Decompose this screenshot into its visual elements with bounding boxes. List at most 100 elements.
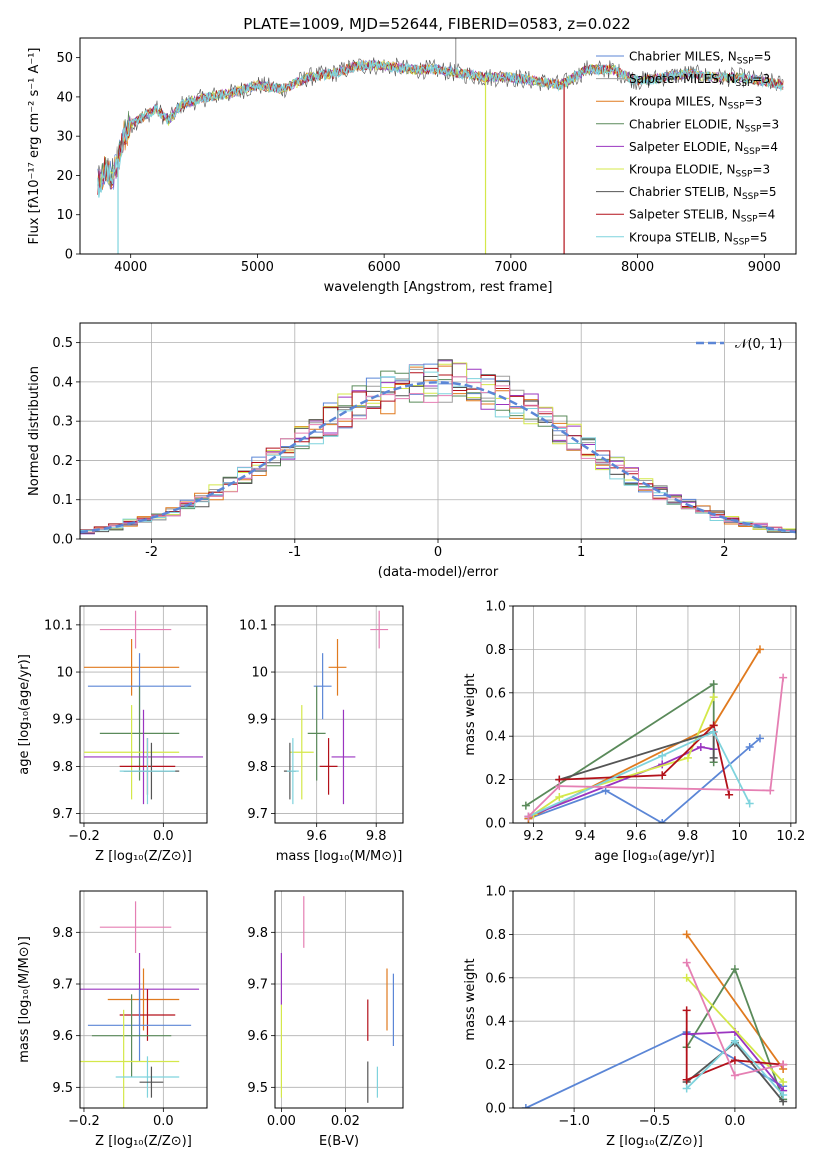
weight-marker	[745, 799, 754, 808]
weight-marker	[682, 1084, 691, 1093]
axes-frame	[512, 605, 797, 824]
weight-marker	[682, 973, 691, 982]
weight-marker	[779, 1090, 788, 1099]
weight-marker	[755, 645, 764, 654]
y-tick-label: 0	[65, 248, 73, 263]
x-axis-label: age [log₁₀(age/yr)]	[594, 849, 715, 864]
gaussian-curve	[80, 381, 796, 534]
y-axis-label: mass [log₁₀(M/M⊙)]	[17, 936, 32, 1063]
axes-frame	[79, 322, 797, 540]
y-axis-label: Normed distribution	[27, 366, 42, 496]
histogram-series-kroupa_stelib	[80, 364, 796, 532]
x-axis-label: E(B-V)	[319, 1134, 359, 1149]
weight-marker	[730, 1071, 739, 1080]
weight-marker	[682, 1075, 691, 1084]
x-tick-label: −0.2	[68, 1114, 100, 1129]
y-tick-label: 10	[56, 666, 73, 681]
weight-line-kroupa_miles	[685, 933, 784, 1070]
legend: Chabrier MILES, NSSP=5 Salpeter MILES, NS…	[596, 50, 779, 247]
y-tick-label: 0.0	[485, 1102, 506, 1117]
y-tick-label: 9.7	[247, 807, 268, 822]
y-tick-label: 9.8	[52, 760, 73, 775]
weight-marker	[682, 930, 691, 939]
x-tick-label: 5000	[241, 260, 274, 275]
x-tick-label: −0.5	[639, 1114, 671, 1129]
y-tick-label: 9.8	[247, 926, 268, 941]
weight-marker	[709, 680, 718, 689]
y-tick-label: 1.0	[485, 600, 506, 615]
weight-marker	[658, 751, 667, 760]
weight-marker	[745, 743, 754, 752]
plot-area	[521, 645, 788, 823]
weight-marker	[730, 1056, 739, 1065]
axes-frame	[79, 890, 208, 1109]
x-axis-label: Z [log₁₀(Z/Z⊙)]	[95, 849, 192, 864]
axes-age_vs_mass: 9.6 9.8 9.7 9.8 9.9 10 10.1 mass [log₁₀(M/M⊙)]	[239, 605, 404, 864]
x-tick-label: 8000	[621, 260, 654, 275]
y-tick-label: 10	[56, 208, 73, 223]
x-tick-label: −0.2	[68, 829, 100, 844]
weight-marker	[682, 1006, 691, 1015]
x-axis-label: wavelength [Angstrom, rest frame]	[324, 280, 553, 295]
y-axis-label: mass weight	[463, 673, 478, 755]
weight-marker	[725, 790, 734, 799]
weight-line-pink	[527, 677, 784, 818]
weight-marker	[524, 812, 533, 821]
x-tick-label: 9.6	[306, 829, 327, 844]
axes-frame	[274, 605, 404, 824]
weight-marker	[730, 965, 739, 974]
plot-area	[83, 610, 204, 805]
y-tick-label: 9.5	[247, 1081, 268, 1096]
legend-label: Salpeter STELIB, NSSP=4	[629, 208, 775, 225]
x-tick-label: 6000	[368, 260, 401, 275]
weight-marker	[521, 1104, 530, 1108]
y-tick-label: 10.1	[239, 618, 268, 633]
weight-marker	[779, 1060, 788, 1069]
y-tick-label: 0.8	[485, 643, 506, 658]
y-tick-label: 10	[251, 666, 268, 681]
legend-label: Salpeter ELODIE, NSSP=4	[629, 140, 778, 157]
weight-marker	[709, 727, 718, 736]
y-tick-label: 9.9	[52, 713, 73, 728]
y-tick-label: 0.2	[485, 1058, 506, 1073]
x-tick-label: 0	[434, 545, 442, 560]
y-tick-label: 9.5	[52, 1081, 73, 1096]
legend-label: 𝒩(0, 1)	[735, 337, 782, 352]
weight-marker	[683, 753, 692, 762]
plot-area	[280, 896, 394, 1103]
x-tick-label: 1	[577, 545, 585, 560]
x-tick-label: 9.8	[366, 829, 387, 844]
y-axis-label: age [log₁₀(age/yr)]	[17, 654, 32, 775]
y-tick-label: 0.0	[52, 533, 73, 548]
y-tick-label: 9.6	[247, 1029, 268, 1044]
axes-frame	[512, 890, 797, 1109]
axes-mass_vs_Z: −0.2 0.0 9.5 9.6 9.7 9.8 Z [log₁₀(Z/Z⊙)] mass […	[17, 890, 208, 1149]
weight-line-kroupa_miles	[527, 648, 761, 820]
weight-marker	[755, 734, 764, 743]
axes-spectrum: 4000 5000 6000 7000 8000 9000 0 10 20 30 40 50 wavel…	[27, 37, 797, 295]
weight-marker	[521, 801, 530, 810]
axes-residuals: -2 -1 0 1 2 0.0 0.1 0.2 0.3 0.4 0.5 (data-model)/er…	[27, 322, 797, 580]
y-tick-label: 9.6	[52, 1029, 73, 1044]
plot-area	[283, 610, 389, 805]
x-axis-label: Z [log₁₀(Z/Z⊙)]	[95, 1134, 192, 1149]
legend-label: Salpeter MILES, NSSP=3	[629, 72, 770, 89]
y-tick-label: 0.4	[485, 730, 506, 745]
y-axis-label: mass weight	[463, 958, 478, 1040]
y-tick-label: 50	[56, 51, 73, 66]
y-tick-label: 30	[56, 130, 73, 145]
y-tick-label: 9.9	[247, 713, 268, 728]
x-tick-label: 9.6	[626, 829, 647, 844]
y-tick-label: 9.8	[52, 926, 73, 941]
y-tick-label: 0.4	[52, 375, 73, 390]
y-tick-label: 0.3	[52, 415, 73, 430]
y-tick-label: 1.0	[485, 885, 506, 900]
x-tick-label: 4000	[114, 260, 147, 275]
weight-marker	[555, 792, 564, 801]
x-axis-label: Z [log₁₀(Z/Z⊙)]	[606, 1134, 703, 1149]
y-tick-label: 0.2	[485, 773, 506, 788]
axes-frame	[79, 37, 797, 255]
weight-marker	[709, 693, 718, 702]
weight-marker	[730, 1036, 739, 1045]
